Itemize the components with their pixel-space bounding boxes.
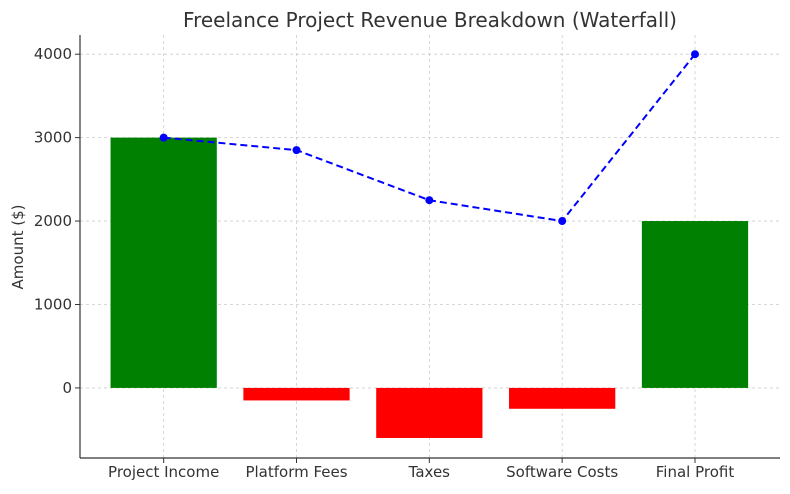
y-tick-label: 1000 bbox=[34, 295, 72, 313]
line-point bbox=[425, 196, 434, 205]
line-point bbox=[159, 133, 168, 142]
bar-taxes bbox=[376, 387, 483, 438]
line-point bbox=[292, 146, 301, 155]
x-tick-label: Final Profit bbox=[656, 463, 735, 481]
cumulative-line bbox=[159, 50, 699, 226]
x-tick-label: Software Costs bbox=[506, 463, 618, 481]
line-point bbox=[690, 50, 699, 59]
bar-platform-fees bbox=[243, 387, 350, 401]
y-tick-label: 4000 bbox=[34, 45, 72, 63]
bar-project-income bbox=[110, 137, 217, 388]
bar-final-profit bbox=[641, 221, 749, 388]
axes: 0 1000 2000 3000 4000 Project Income Platform … bbox=[34, 35, 780, 481]
y-tick-label: 2000 bbox=[34, 212, 72, 230]
bars bbox=[110, 137, 749, 438]
y-tick-label: 3000 bbox=[34, 129, 72, 147]
y-tick-label: 0 bbox=[62, 379, 72, 397]
x-tick-label: Taxes bbox=[408, 463, 451, 481]
x-tick-label: Platform Fees bbox=[245, 463, 347, 481]
chart-title: Freelance Project Revenue Breakdown (Wat… bbox=[183, 8, 677, 32]
x-tick-label: Project Income bbox=[108, 463, 219, 481]
line-point bbox=[558, 217, 567, 226]
bar-software-costs bbox=[509, 387, 616, 409]
y-axis-label: Amount ($) bbox=[9, 205, 27, 290]
